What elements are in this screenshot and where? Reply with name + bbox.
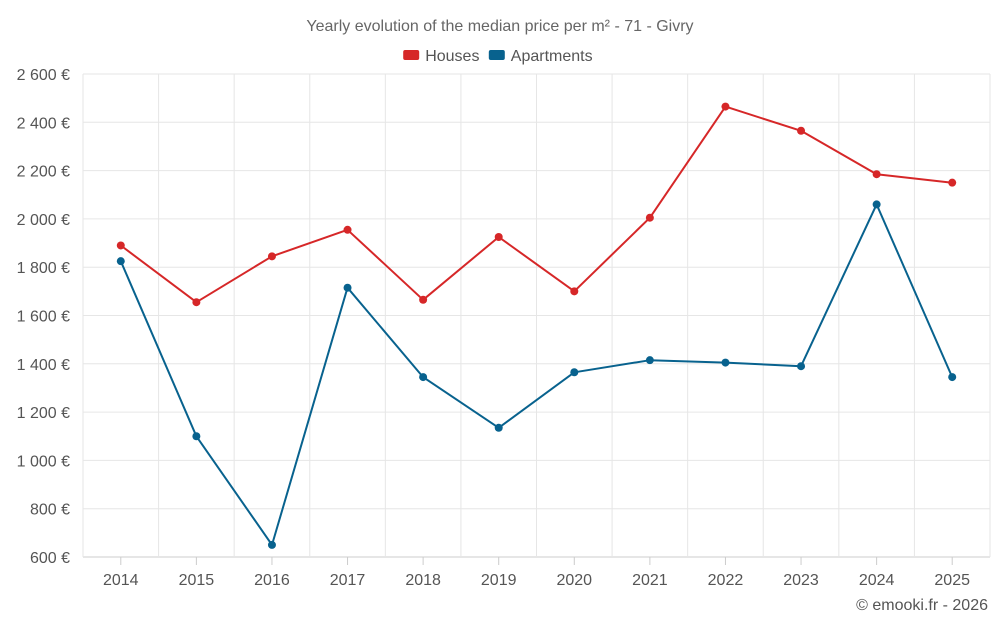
data-point-houses[interactable] xyxy=(948,178,957,187)
data-point-houses[interactable] xyxy=(116,241,125,250)
x-axis: 2014 2015 2016 2017 2018 2019 2020 2021 2022 2023… xyxy=(103,557,970,589)
legend-item-apartments[interactable]: Apartments xyxy=(488,48,593,65)
x-tick-label: 2014 xyxy=(103,572,139,589)
data-point-apartments[interactable] xyxy=(570,368,579,377)
x-tick-label: 2025 xyxy=(934,572,970,589)
x-tick-label: 2019 xyxy=(481,572,517,589)
y-tick-label: 1 200 € xyxy=(17,405,70,422)
y-tick-label: 600 € xyxy=(30,550,70,567)
data-point-houses[interactable] xyxy=(645,213,654,222)
legend-swatch-houses xyxy=(403,50,420,60)
x-tick-label: 2022 xyxy=(708,572,744,589)
legend-swatch-apartments xyxy=(488,50,505,60)
data-point-houses[interactable] xyxy=(721,102,730,111)
data-point-apartments[interactable] xyxy=(494,423,503,432)
legend: Houses Apartments xyxy=(403,48,593,65)
data-point-apartments[interactable] xyxy=(419,373,428,382)
data-point-houses[interactable] xyxy=(797,126,806,135)
data-point-apartments[interactable] xyxy=(797,362,806,371)
data-point-houses[interactable] xyxy=(267,252,276,261)
data-point-houses[interactable] xyxy=(570,287,579,296)
data-point-apartments[interactable] xyxy=(645,356,654,365)
y-tick-label: 1 800 € xyxy=(17,260,70,277)
data-point-houses[interactable] xyxy=(343,225,352,234)
y-tick-label: 1 000 € xyxy=(17,453,70,470)
x-tick-label: 2018 xyxy=(405,572,441,589)
chart-title: Yearly evolution of the median price per… xyxy=(306,18,693,35)
y-tick-label: 800 € xyxy=(30,502,70,519)
data-point-apartments[interactable] xyxy=(948,373,957,382)
data-point-houses[interactable] xyxy=(872,170,881,179)
legend-label-houses: Houses xyxy=(425,48,479,65)
data-point-houses[interactable] xyxy=(494,233,503,242)
data-point-apartments[interactable] xyxy=(872,200,881,209)
data-point-houses[interactable] xyxy=(192,298,201,307)
legend-item-houses[interactable]: Houses xyxy=(403,48,479,65)
x-tick-label: 2023 xyxy=(783,572,819,589)
series-line-apartments xyxy=(119,203,954,546)
y-tick-label: 1 600 € xyxy=(17,309,70,326)
y-tick-label: 2 400 € xyxy=(17,115,70,132)
grid-lines xyxy=(82,73,991,558)
x-tick-label: 2016 xyxy=(254,572,290,589)
x-tick-label: 2020 xyxy=(556,572,592,589)
data-point-apartments[interactable] xyxy=(192,432,201,441)
x-tick-label: 2021 xyxy=(632,572,668,589)
y-tick-label: 1 400 € xyxy=(17,357,70,374)
data-point-houses[interactable] xyxy=(419,295,428,304)
series-line-houses xyxy=(120,105,953,304)
data-point-apartments[interactable] xyxy=(343,283,352,292)
series-group xyxy=(116,102,957,549)
data-point-apartments[interactable] xyxy=(267,540,276,549)
y-tick-label: 2 600 € xyxy=(17,67,70,84)
legend-label-apartments: Apartments xyxy=(511,48,593,65)
x-tick-label: 2017 xyxy=(330,572,366,589)
credit-text: © emooki.fr - 2026 xyxy=(856,597,988,614)
data-point-apartments[interactable] xyxy=(721,358,730,367)
x-tick-label: 2015 xyxy=(179,572,215,589)
y-tick-label: 2 000 € xyxy=(17,212,70,229)
x-tick-label: 2024 xyxy=(859,572,895,589)
data-point-apartments[interactable] xyxy=(116,257,125,266)
y-axis: 600 € 800 € 1 000 € 1 200 € 1 400 € 1 600 € 1 … xyxy=(17,67,70,567)
y-tick-label: 2 200 € xyxy=(17,164,70,181)
